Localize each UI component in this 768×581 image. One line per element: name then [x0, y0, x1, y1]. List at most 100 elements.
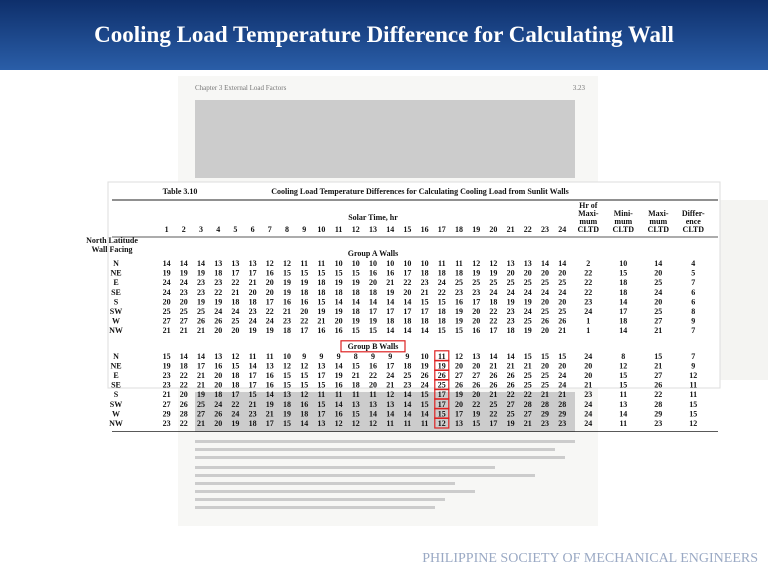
cltd-value: 14: [421, 326, 429, 335]
cltd-value: 20: [249, 288, 257, 297]
cltd-value: 17: [455, 409, 463, 418]
cltd-value: 20: [541, 297, 549, 306]
summary-value: 24: [654, 288, 662, 297]
cltd-value: 21: [283, 307, 291, 316]
hour-header: 9: [302, 225, 306, 234]
cltd-value: 24: [214, 307, 222, 316]
summary-value: 18: [619, 317, 627, 326]
cltd-value: 17: [403, 269, 411, 278]
summary-value: 20: [654, 269, 662, 278]
cltd-value: 24: [541, 288, 549, 297]
cltd-value: 15: [352, 269, 360, 278]
cltd-value: 22: [214, 288, 222, 297]
cltd-value: 17: [249, 381, 257, 390]
summary-value: 12: [689, 419, 697, 428]
cltd-value: 20: [180, 297, 188, 306]
cltd-value: 15: [249, 390, 257, 399]
summary-value: 24: [584, 419, 592, 428]
summary-value: 23: [654, 419, 662, 428]
cltd-value: 12: [283, 361, 291, 370]
cltd-value: 12: [283, 259, 291, 268]
cltd-value: 29: [541, 409, 549, 418]
cltd-value: 22: [266, 307, 274, 316]
cltd-value: 12: [438, 419, 446, 428]
summary-value: 22: [584, 278, 592, 287]
cltd-value: 18: [507, 326, 515, 335]
cltd-value: 26: [489, 371, 497, 380]
cltd-value: 16: [335, 409, 343, 418]
cltd-value: 19: [386, 288, 394, 297]
cltd-value: 16: [335, 326, 343, 335]
wall-facing: E: [113, 371, 118, 380]
cltd-value: 22: [180, 371, 188, 380]
cltd-value: 19: [335, 371, 343, 380]
cltd-value: 22: [300, 317, 308, 326]
cltd-value: 11: [266, 352, 274, 361]
cltd-value: 28: [180, 409, 188, 418]
table-number: Table 3.10: [163, 187, 198, 196]
cltd-value: 14: [558, 259, 566, 268]
cltd-value: 20: [524, 269, 532, 278]
cltd-value: 20: [541, 361, 549, 370]
cltd-value: 21: [558, 390, 566, 399]
cltd-value: 25: [524, 371, 532, 380]
cltd-value: 29: [558, 409, 566, 418]
cltd-value: 15: [421, 390, 429, 399]
summary-value: 15: [619, 371, 627, 380]
cltd-value: 9: [405, 352, 409, 361]
cltd-value: 18: [317, 278, 325, 287]
cltd-value: 25: [524, 381, 532, 390]
cltd-value: 9: [371, 352, 375, 361]
cltd-value: 17: [317, 409, 325, 418]
cltd-value: 15: [163, 352, 171, 361]
cltd-value: 13: [214, 352, 222, 361]
cltd-value: 23: [180, 288, 188, 297]
cltd-value: 24: [524, 288, 532, 297]
cltd-value: 16: [335, 381, 343, 390]
cltd-value: 15: [455, 326, 463, 335]
cltd-value: 26: [214, 317, 222, 326]
cltd-value: 20: [214, 381, 222, 390]
cltd-value: 20: [231, 326, 239, 335]
summary-header: CLTD: [648, 225, 670, 234]
cltd-value: 20: [472, 317, 480, 326]
cltd-value: 10: [335, 259, 343, 268]
cltd-value: 11: [386, 419, 394, 428]
cltd-value: 23: [249, 409, 257, 418]
cltd-value: 19: [455, 307, 463, 316]
cltd-table: Table 3.10 Cooling Load Temperature Diffe…: [86, 187, 718, 433]
cltd-value: 19: [421, 361, 429, 370]
cltd-value: 13: [524, 259, 532, 268]
cltd-value: 21: [489, 390, 497, 399]
cltd-value: 27: [163, 317, 171, 326]
cltd-value: 23: [283, 317, 291, 326]
cltd-value: 26: [421, 371, 429, 380]
cltd-value: 17: [300, 326, 308, 335]
cltd-value: 17: [231, 390, 239, 399]
summary-header: mum: [614, 217, 632, 226]
cltd-value: 21: [266, 409, 274, 418]
cltd-value: 17: [266, 297, 274, 306]
summary-header: mum: [649, 217, 667, 226]
cltd-value: 16: [455, 297, 463, 306]
wall-facing: E: [113, 278, 118, 287]
cltd-value: 9: [337, 352, 341, 361]
cltd-value: 13: [472, 352, 480, 361]
summary-value: 25: [654, 307, 662, 316]
cltd-value: 10: [352, 259, 360, 268]
cltd-value: 11: [352, 390, 360, 399]
cltd-value: 12: [335, 419, 343, 428]
cltd-value: 25: [438, 381, 446, 390]
cltd-value: 13: [386, 400, 394, 409]
cltd-value: 15: [317, 400, 325, 409]
cltd-value: 25: [524, 278, 532, 287]
cltd-value: 13: [249, 259, 257, 268]
cltd-value: 21: [231, 288, 239, 297]
cltd-value: 23: [507, 317, 515, 326]
cltd-value: 17: [438, 400, 446, 409]
cltd-value: 23: [163, 419, 171, 428]
summary-header: Mini-: [614, 209, 633, 218]
group-label: Group A Walls: [348, 249, 398, 258]
cltd-value: 14: [249, 361, 257, 370]
faded-text: [195, 100, 575, 509]
